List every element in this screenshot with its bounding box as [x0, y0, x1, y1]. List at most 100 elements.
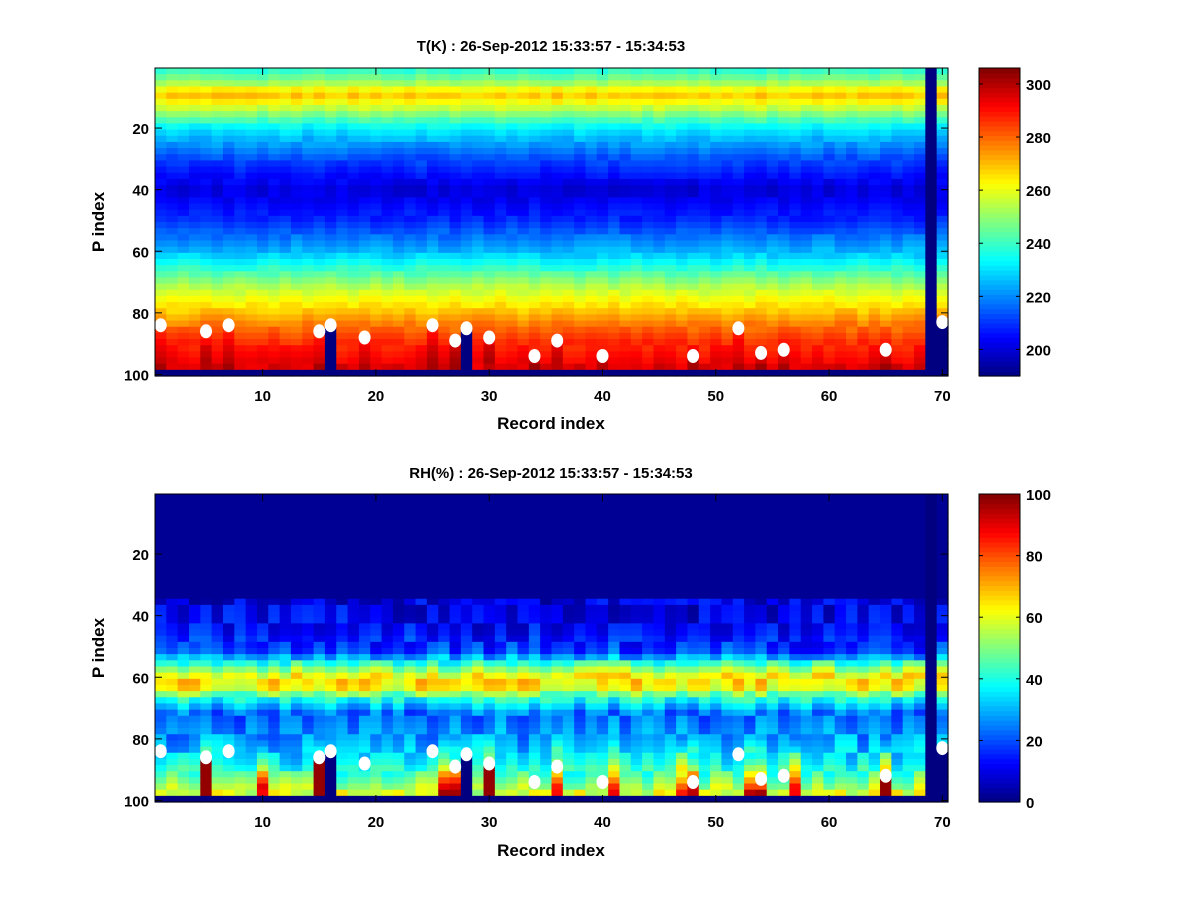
heatmap-cell — [925, 216, 937, 223]
heatmap-cell — [416, 574, 428, 581]
heatmap-cell — [348, 525, 360, 532]
heatmap-cell — [721, 265, 733, 272]
heatmap-cell — [676, 160, 688, 167]
heatmap-cell — [585, 327, 597, 334]
heatmap-cell — [370, 648, 382, 655]
heatmap-cell — [234, 117, 246, 124]
heatmap-cell — [155, 296, 167, 303]
heatmap-cell — [801, 93, 813, 100]
heatmap-cell — [438, 345, 450, 352]
heatmap-cell — [382, 623, 394, 630]
heatmap-cell — [212, 130, 224, 137]
heatmap-cell — [642, 191, 654, 198]
heatmap-cell — [857, 185, 869, 192]
heatmap-cell — [665, 105, 677, 112]
heatmap-cell — [801, 240, 813, 247]
heatmap-cell — [178, 265, 190, 272]
heatmap-cell — [200, 636, 212, 643]
heatmap-cell — [506, 222, 518, 229]
heatmap-cell — [302, 593, 314, 600]
heatmap-cell — [370, 210, 382, 217]
heatmap-cell — [699, 204, 711, 211]
heatmap-cell — [427, 519, 439, 526]
heatmap-cell — [857, 191, 869, 198]
heatmap-cell — [166, 500, 178, 507]
heatmap-cell — [393, 556, 405, 563]
heatmap-cell — [359, 630, 371, 637]
heatmap-cell — [914, 284, 926, 291]
heatmap-cell — [472, 204, 484, 211]
heatmap-cell — [257, 599, 269, 606]
heatmap-cell — [653, 179, 665, 186]
heatmap-cell — [665, 240, 677, 247]
heatmap-cell — [518, 142, 530, 149]
heatmap-cell — [789, 351, 801, 358]
heatmap-cell — [348, 265, 360, 272]
heatmap-cell — [631, 99, 643, 106]
heatmap-cell — [450, 703, 462, 710]
heatmap-cell — [280, 173, 292, 180]
heatmap-cell — [166, 642, 178, 649]
heatmap-cell — [438, 308, 450, 315]
heatmap-cell — [404, 327, 416, 334]
heatmap-cell — [687, 142, 699, 149]
heatmap-cell — [280, 753, 292, 760]
heatmap-cell — [427, 722, 439, 729]
heatmap-cell — [359, 308, 371, 315]
colorbar-tick-label: 220 — [1026, 289, 1051, 306]
heatmap-cell — [642, 197, 654, 204]
heatmap-cell — [166, 204, 178, 211]
heatmap-cell — [914, 179, 926, 186]
heatmap-cell — [484, 290, 496, 297]
heatmap-cell — [212, 512, 224, 519]
heatmap-cell — [812, 277, 824, 284]
heatmap-cell — [155, 302, 167, 309]
heatmap-cell — [200, 531, 212, 538]
heatmap-cell — [280, 716, 292, 723]
heatmap-cell — [382, 673, 394, 680]
heatmap-cell — [336, 333, 348, 340]
heatmap-cell — [506, 210, 518, 217]
heatmap-cell — [166, 666, 178, 673]
heatmap-cell — [268, 136, 280, 143]
heatmap-cell — [291, 74, 303, 81]
heatmap-cell — [268, 537, 280, 544]
heatmap-cell — [268, 679, 280, 686]
heatmap-cell — [812, 228, 824, 235]
heatmap-cell — [359, 623, 371, 630]
heatmap-cell — [268, 86, 280, 93]
heatmap-cell — [178, 321, 190, 328]
heatmap-cell — [721, 111, 733, 118]
heatmap-cell — [268, 148, 280, 155]
heatmap-cell — [789, 364, 801, 371]
heatmap-cell — [382, 117, 394, 124]
heatmap-cell — [416, 222, 428, 229]
heatmap-cell — [925, 308, 937, 315]
heatmap-cell — [223, 290, 235, 297]
heatmap-cell — [552, 271, 564, 278]
heatmap-cell — [166, 753, 178, 760]
heatmap-cell — [212, 568, 224, 575]
heatmap-cell — [246, 710, 258, 717]
heatmap-cell — [427, 777, 439, 784]
heatmap-cell — [155, 191, 167, 198]
heatmap-cell — [223, 722, 235, 729]
heatmap-cell — [234, 179, 246, 186]
heatmap-cell — [246, 253, 258, 260]
heatmap-cell — [200, 123, 212, 130]
heatmap-cell — [891, 222, 903, 229]
heatmap-cell — [869, 314, 881, 321]
heatmap-cell — [608, 302, 620, 309]
heatmap-cell — [393, 525, 405, 532]
heatmap-cell — [857, 345, 869, 352]
heatmap-cell — [268, 93, 280, 100]
heatmap-cell — [676, 74, 688, 81]
heatmap-cell — [472, 277, 484, 284]
heatmap-cell — [314, 623, 326, 630]
heatmap-cell — [336, 136, 348, 143]
heatmap-cell — [608, 358, 620, 365]
heatmap-cell — [302, 173, 314, 180]
heatmap-cell — [914, 296, 926, 303]
heatmap-cell — [653, 327, 665, 334]
heatmap-cell — [155, 710, 167, 717]
